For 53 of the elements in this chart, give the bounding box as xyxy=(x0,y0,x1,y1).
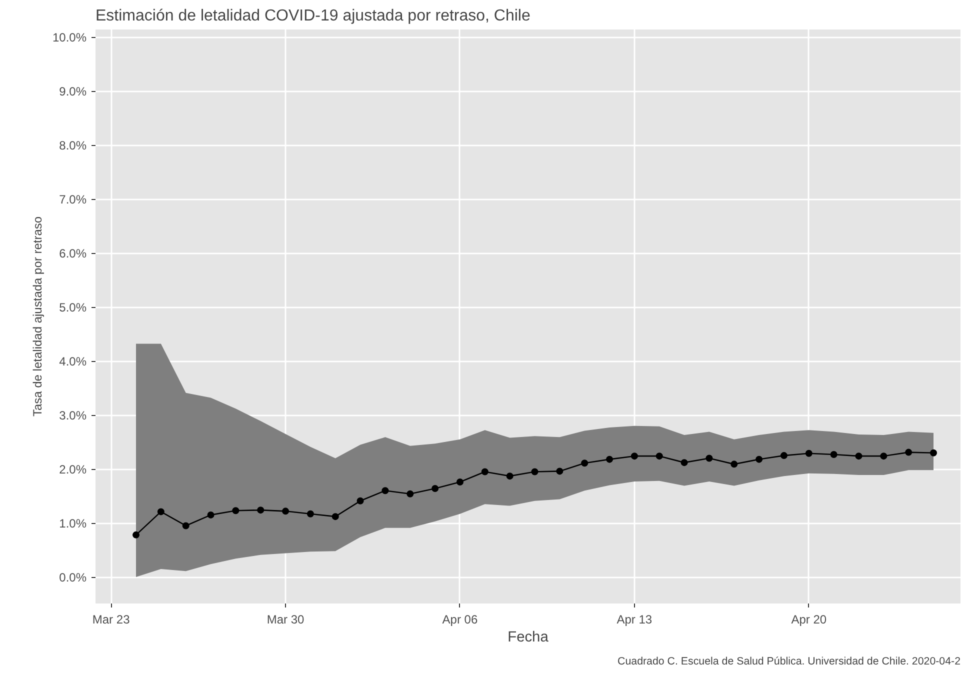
y-axis-title: Tasa de letalidad ajustada por retraso xyxy=(30,216,44,417)
point xyxy=(905,448,912,456)
point xyxy=(706,454,713,462)
text: Cuadrado C. Escuela de Salud Pública. Universidad de Chile. 2020-04-2 xyxy=(618,656,961,668)
x-tick-label: Apr 20 xyxy=(791,612,827,626)
y-tick-label: 4.0% xyxy=(59,354,87,369)
point xyxy=(182,522,190,530)
x-axis-title: Fecha xyxy=(508,630,550,646)
point xyxy=(880,452,888,460)
y-tick-label: 3.0% xyxy=(59,408,87,423)
point xyxy=(855,452,862,460)
x-tick-label: Mar 30 xyxy=(266,612,305,626)
chart-title: Estimación de letalidad COVID-19 ajustada por retraso, Chile xyxy=(96,8,530,24)
point xyxy=(382,487,389,494)
point xyxy=(930,449,937,456)
x-tick-label: Apr 06 xyxy=(442,612,478,626)
point xyxy=(356,497,364,504)
point xyxy=(232,507,240,514)
point xyxy=(257,506,264,514)
point xyxy=(805,450,812,457)
point xyxy=(780,452,788,460)
y-tick-label: 5.0% xyxy=(59,300,87,315)
point xyxy=(581,460,588,467)
y-tick-label: 9.0% xyxy=(59,84,87,99)
point xyxy=(531,468,538,476)
point xyxy=(207,511,214,518)
point xyxy=(630,452,638,460)
point xyxy=(332,513,339,520)
point xyxy=(680,459,688,466)
point xyxy=(282,508,290,515)
point xyxy=(830,450,838,458)
x-tick-label: Mar 23 xyxy=(92,612,130,626)
y-tick-label: 2.0% xyxy=(59,462,87,477)
point xyxy=(456,478,464,486)
point xyxy=(406,490,414,498)
y-tick-label: 10.0% xyxy=(52,30,87,45)
point xyxy=(506,472,514,480)
point xyxy=(481,468,488,476)
point xyxy=(306,510,314,518)
y-tick-label: 0.0% xyxy=(59,570,87,585)
y-tick-label: 7.0% xyxy=(59,192,87,207)
point xyxy=(730,460,738,468)
x-tick-label: Apr 13 xyxy=(616,612,652,626)
point xyxy=(132,531,140,538)
point xyxy=(556,468,564,475)
y-tick-label: 6.0% xyxy=(59,246,87,261)
point xyxy=(656,452,663,460)
point xyxy=(756,456,763,463)
y-tick-label: 8.0% xyxy=(59,138,87,153)
y-tick-label: 1.0% xyxy=(59,516,87,531)
point xyxy=(606,456,614,463)
point xyxy=(432,484,439,492)
point xyxy=(157,508,164,516)
